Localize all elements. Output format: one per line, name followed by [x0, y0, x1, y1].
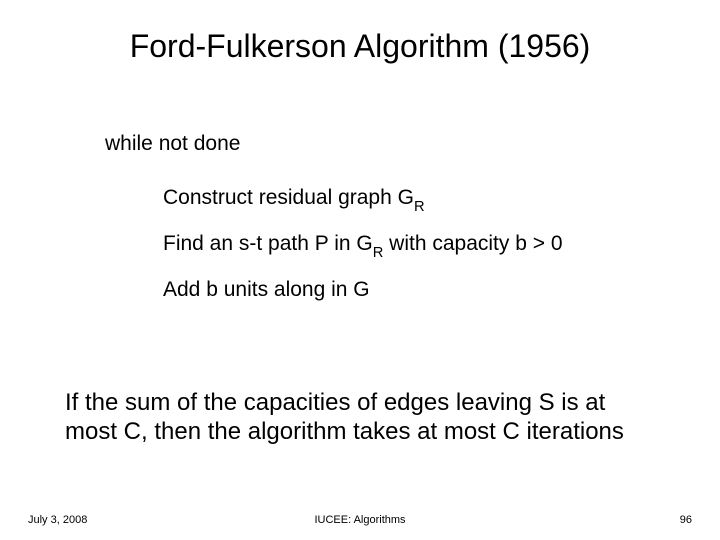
algo-step-2: Find an s-t path P in GR with capacity b… [163, 232, 563, 259]
slide-title: Ford-Fulkerson Algorithm (1956) [0, 28, 720, 65]
algo-step-1-text: Construct residual graph G [163, 186, 414, 209]
algo-while-line: while not done [105, 132, 240, 156]
algo-step-2-text-a: Find an s-t path P in G [163, 232, 373, 255]
algo-step-2-text-b: with capacity b > 0 [383, 232, 562, 255]
algo-step-1-subscript: R [414, 199, 425, 215]
footer-page-number: 96 [680, 514, 692, 526]
summary-text: If the sum of the capacities of edges le… [65, 388, 650, 447]
algo-step-2-subscript: R [373, 245, 384, 261]
slide: Ford-Fulkerson Algorithm (1956) while no… [0, 0, 720, 540]
footer-center: IUCEE: Algorithms [0, 514, 720, 526]
algo-step-1: Construct residual graph GR [163, 186, 425, 213]
algo-step-3: Add b units along in G [163, 278, 370, 302]
